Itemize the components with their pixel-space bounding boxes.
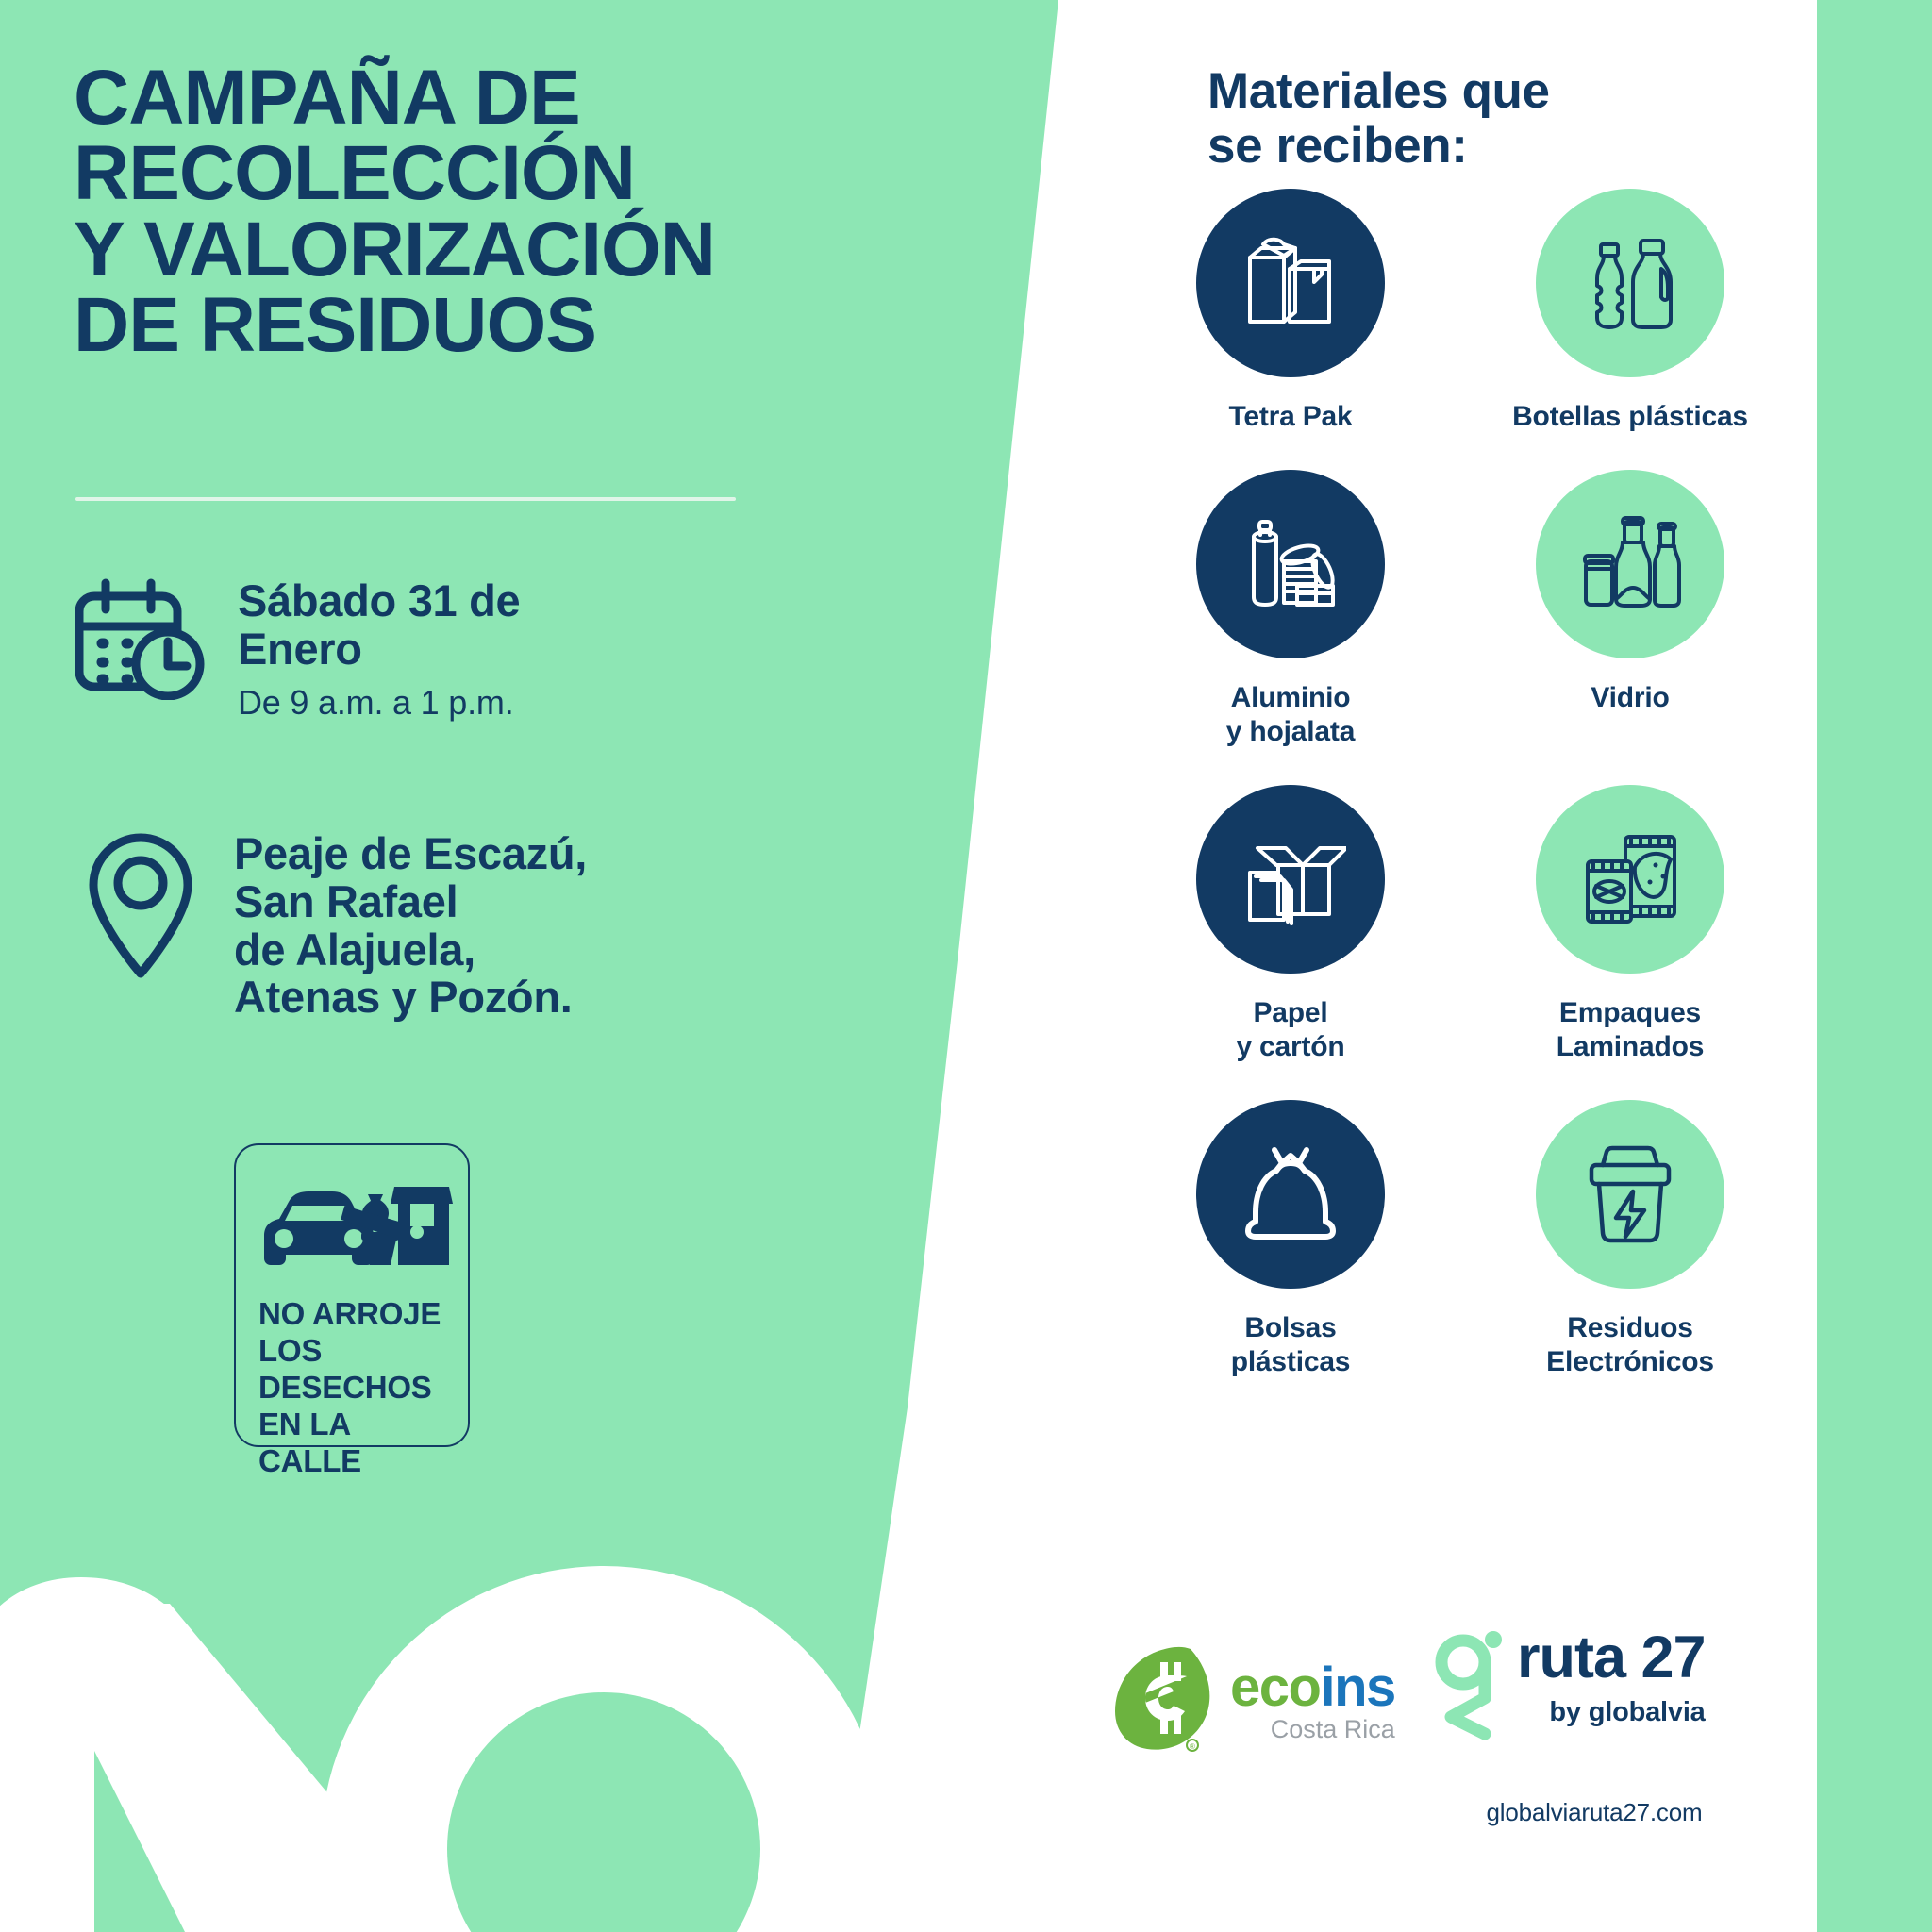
- ruta27-byline: by globalvia: [1549, 1697, 1706, 1727]
- materials-title-line-2: se reciben:: [1208, 118, 1468, 175]
- material-label-line-2: y cartón: [1236, 1031, 1345, 1062]
- cardboard-box-paper-icon: [1196, 785, 1385, 974]
- headline-line-2: RECOLECCIÓN: [74, 130, 636, 217]
- material-label: Empaques Laminados: [1557, 996, 1705, 1064]
- material-label-line-2: Electrónicos: [1546, 1346, 1714, 1377]
- right-mint-strip: [1817, 0, 1932, 1932]
- material-label: Aluminio y hojalata: [1225, 681, 1356, 749]
- left-column: CAMPAÑA DE RECOLECCIÓN Y VALORIZACIÓN DE…: [74, 55, 923, 1478]
- no-litter-badge: NO ARROJE LOS DESECHOS EN LA CALLE: [234, 1143, 470, 1478]
- page-title: CAMPAÑA DE RECOLECCIÓN Y VALORIZACIÓN DE…: [74, 55, 923, 369]
- ecoins-leaf-coin-icon: ®: [1113, 1643, 1219, 1759]
- place-line-3: de Alajuela,: [234, 924, 475, 974]
- material-label-line-1: Papel: [1253, 997, 1328, 1028]
- material-label: Papel y cartón: [1236, 996, 1344, 1064]
- material-label: Botellas plásticas: [1512, 400, 1748, 434]
- date-text: Sábado 31 de Enero De 9 a.m. a 1 p.m.: [238, 575, 521, 724]
- material-label: Tetra Pak: [1228, 400, 1352, 434]
- materials-row: Papel y cartón: [1121, 785, 1819, 1064]
- material-label-line-2: Laminados: [1556, 1031, 1705, 1062]
- place-block: Peaje de Escazú, San Rafael de Alajuela,…: [79, 828, 588, 1023]
- e-waste-bin-bolt-icon: [1536, 1100, 1724, 1289]
- material-label-line-1: Bolsas: [1244, 1312, 1337, 1343]
- headline-line-4: DE RESIDUOS: [74, 282, 597, 369]
- no-litter-text: NO ARROJE LOS DESECHOS EN LA CALLE: [258, 1296, 457, 1480]
- material-item-bolsas-plasticas: Bolsas plásticas: [1121, 1100, 1460, 1379]
- material-label-line-1: Tetra Pak: [1228, 401, 1353, 432]
- place-line-2: San Rafael: [234, 875, 458, 926]
- materials-title-line-1: Materiales que: [1208, 63, 1550, 119]
- website-url[interactable]: globalviaruta27.com: [1486, 1798, 1703, 1826]
- date-hours: De 9 a.m. a 1 p.m.: [238, 682, 514, 722]
- material-label: Bolsas plásticas: [1231, 1311, 1351, 1379]
- materials-row: Tetra Pak B: [1121, 189, 1819, 434]
- ecoins-ins-text: ins: [1320, 1657, 1396, 1718]
- aluminum-cans-tins-icon: [1196, 470, 1385, 658]
- ecoins-wordmark: ecoins Costa Rica: [1230, 1657, 1396, 1743]
- mint-panel: [0, 0, 1058, 1932]
- material-label-line-1: Empaques: [1558, 997, 1702, 1028]
- material-item-botellas-plasticas: Botellas plásticas: [1460, 189, 1800, 434]
- materials-grid: Tetra Pak B: [1121, 189, 1819, 1379]
- glass-bottles-jar-icon: [1536, 470, 1724, 658]
- badge-line-2: DESECHOS: [258, 1369, 432, 1405]
- place-line-4: Atenas y Pozón.: [234, 972, 573, 1023]
- place-text: Peaje de Escazú, San Rafael de Alajuela,…: [234, 828, 588, 1023]
- material-item-empaques-laminados: Empaques Laminados: [1460, 785, 1800, 1064]
- material-label: Vidrio: [1591, 681, 1669, 715]
- headline-divider: [75, 497, 736, 501]
- location-pin-icon: [79, 830, 202, 986]
- ecoins-registered-mark: ®: [1190, 1742, 1195, 1751]
- date-line-2: Enero: [238, 623, 362, 674]
- badge-line-3: EN LA CALLE: [258, 1406, 361, 1478]
- material-label-line-2: y hojalata: [1225, 716, 1356, 747]
- material-item-aluminio: Aluminio y hojalata: [1121, 470, 1460, 749]
- tied-plastic-bag-icon: [1196, 1100, 1385, 1289]
- material-label: Residuos Electrónicos: [1546, 1311, 1714, 1379]
- tetra-pak-carton-icon: [1196, 189, 1385, 377]
- ecoins-tagline: Costa Rica: [1270, 1715, 1395, 1743]
- material-item-tetra-pak: Tetra Pak: [1121, 189, 1460, 434]
- globalvia-g-icon: [1434, 1628, 1507, 1754]
- calendar-clock-icon: [74, 577, 206, 705]
- date-line-1: Sábado 31 de: [238, 575, 521, 625]
- ecoins-eco-text: eco: [1230, 1657, 1322, 1718]
- materials-row: Bolsas plásticas Residuos: [1121, 1100, 1819, 1379]
- materials-panel: Materiales que se reciben:: [1113, 0, 1830, 1932]
- place-line-1: Peaje de Escazú,: [234, 828, 588, 878]
- car-trash-tollbooth-icon: [255, 1177, 453, 1279]
- ruta27-name: ruta 27: [1517, 1624, 1707, 1690]
- ecoins-logo: ® ecoins Costa Rica: [1113, 1643, 1396, 1759]
- headline-line-1: CAMPAÑA DE: [74, 55, 581, 141]
- materials-row: Aluminio y hojalata: [1121, 470, 1819, 749]
- materials-title: Materiales que se reciben:: [1208, 63, 1774, 175]
- material-item-residuos-electronicos: Residuos Electrónicos: [1460, 1100, 1800, 1379]
- watermark-o-counter: [447, 1692, 760, 1932]
- ruta27-logo: ruta 27 by globalvia: [1434, 1624, 1707, 1754]
- material-item-papel-carton: Papel y cartón: [1121, 785, 1460, 1064]
- ruta27-wordmark: ruta 27 by globalvia: [1517, 1624, 1707, 1728]
- date-block: Sábado 31 de Enero De 9 a.m. a 1 p.m.: [74, 575, 521, 724]
- badge-line-1: NO ARROJE LOS: [258, 1296, 441, 1368]
- logo-strip: ® ecoins Costa Rica: [1113, 1623, 1830, 1830]
- material-label-line-1: Vidrio: [1591, 682, 1670, 713]
- material-label-line-1: Residuos: [1567, 1312, 1693, 1343]
- material-label-line-2: plásticas: [1230, 1346, 1351, 1377]
- material-item-vidrio: Vidrio: [1460, 470, 1800, 749]
- material-label-line-1: Botellas plásticas: [1512, 401, 1748, 432]
- material-label-line-1: Aluminio: [1230, 682, 1351, 713]
- plastic-bottles-icon: [1536, 189, 1724, 377]
- headline-line-3: Y VALORIZACIÓN: [74, 206, 716, 292]
- snack-bags-icon: [1536, 785, 1724, 974]
